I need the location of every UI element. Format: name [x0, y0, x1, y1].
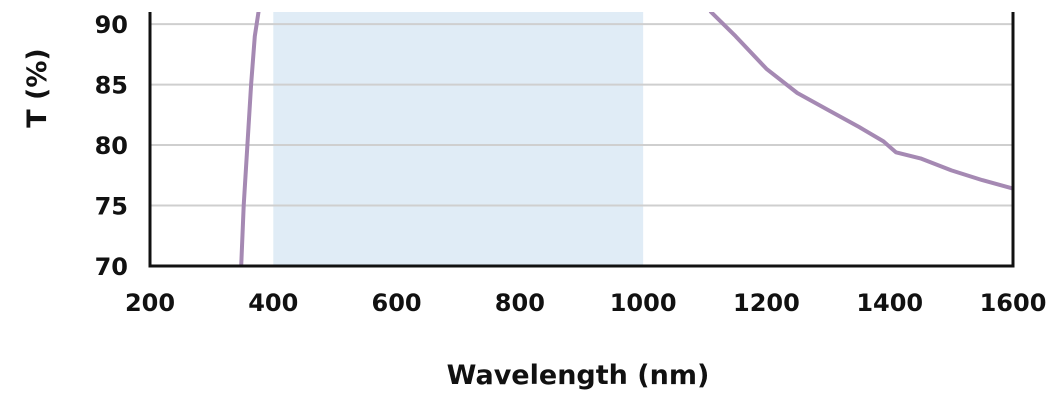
x-tick-labels: 200 400 600 800 1000 1200 1400 1600	[125, 289, 1046, 317]
x-tick-label-1000: 1000	[610, 289, 677, 317]
y-tick-labels: 70 75 80 85 90	[95, 11, 128, 281]
gridlines	[150, 23, 1013, 207]
x-tick-label-800: 800	[495, 289, 545, 317]
y-axis-title: T (%)	[22, 48, 53, 128]
y-tick-label-75: 75	[95, 193, 128, 221]
y-tick-label-90: 90	[95, 11, 128, 39]
x-tick-label-200: 200	[125, 289, 175, 317]
series-line-segment-2	[709, 12, 1013, 191]
series-lines	[239, 12, 1013, 266]
y-tick-label-80: 80	[95, 132, 128, 160]
highlight-band-layer	[273, 12, 644, 266]
x-tick-label-1400: 1400	[856, 289, 923, 317]
x-axis-title: Wavelength (nm)	[447, 360, 710, 391]
highlight-band	[273, 12, 644, 266]
x-tick-label-1600: 1600	[980, 289, 1047, 317]
x-tick-label-600: 600	[372, 289, 422, 317]
x-tick-label-1200: 1200	[733, 289, 800, 317]
y-tick-label-70: 70	[95, 253, 128, 281]
axes	[148, 12, 1015, 268]
x-tick-label-400: 400	[248, 289, 298, 317]
series-line-segment-1	[239, 12, 261, 266]
y-tick-label-85: 85	[95, 72, 128, 100]
